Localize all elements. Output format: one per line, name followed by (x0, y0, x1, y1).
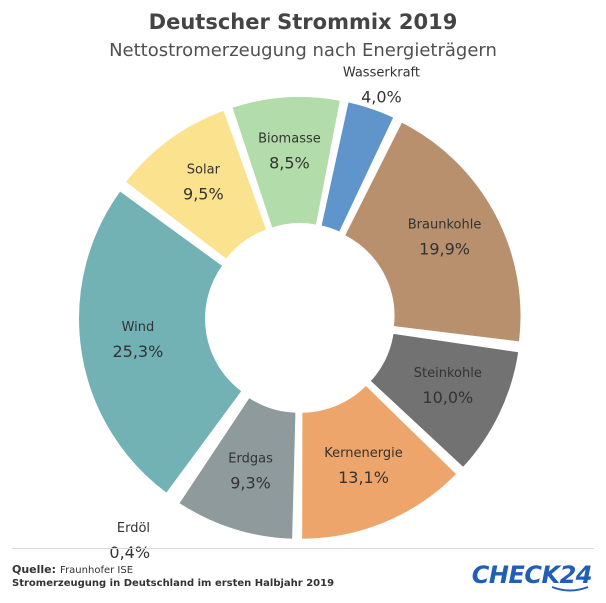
logo-swoosh-icon (551, 586, 589, 592)
slice-label: Erdgas (228, 451, 273, 466)
slice-label: Kernenergie (324, 446, 402, 461)
source-label: Quelle: (12, 563, 57, 576)
slice-value: 9,3% (230, 473, 271, 492)
footer-description: Stromerzeugung in Deutschland im ersten … (12, 578, 335, 589)
slice-erd-l[interactable] (171, 393, 248, 502)
slice-wasserkraft[interactable] (319, 100, 396, 235)
slice-label: Wind (122, 320, 155, 335)
slice-value: 0,4% (109, 543, 150, 562)
footer-divider (12, 548, 594, 549)
slice-value: 13,1% (338, 468, 389, 487)
chart-title: Deutscher Strommix 2019 (148, 10, 458, 34)
slice-solar[interactable] (123, 108, 269, 262)
slice-wind[interactable] (77, 188, 245, 496)
slice-kernenergie[interactable] (300, 383, 459, 541)
slice-label: Solar (187, 162, 221, 177)
slice-label: Wasserkraft (343, 65, 420, 80)
slice-label: Braunkohle (408, 218, 482, 233)
slice-value: 4,0% (361, 87, 402, 106)
slice-braunkohle[interactable] (342, 120, 523, 344)
check24-logo[interactable]: CHECK24 (471, 561, 593, 589)
slice-biomasse[interactable] (230, 95, 343, 230)
slice-label: Steinkohle (414, 366, 482, 381)
slice-value: 25,3% (112, 342, 163, 361)
source-value: Fraunhofer ISE (60, 565, 134, 576)
source-line: Quelle: Fraunhofer ISE (12, 563, 133, 576)
chart-subtitle: Nettostromerzeugung nach Energieträgern (109, 40, 497, 61)
slice-label: Biomasse (258, 131, 321, 146)
slice-value: 9,5% (183, 184, 224, 203)
slice-value: 19,9% (419, 240, 470, 259)
slice-label: Erdöl (117, 521, 150, 536)
slice-erdgas[interactable] (176, 395, 298, 541)
donut-hole (212, 230, 388, 406)
slice-value: 8,5% (269, 153, 310, 172)
slice-steinkohle[interactable] (368, 331, 521, 470)
slice-value: 10,0% (422, 388, 473, 407)
